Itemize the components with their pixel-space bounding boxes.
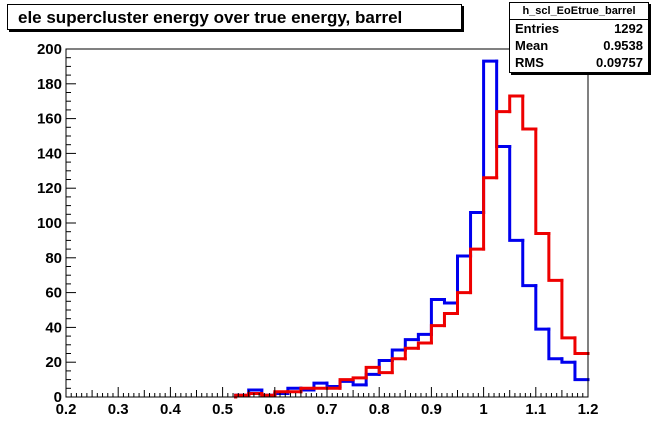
- histogram-bin: [534, 284, 551, 331]
- chart-title: ele supercluster energy over true energy…: [7, 4, 462, 30]
- x-tick-label: 0.5: [212, 401, 233, 418]
- y-tick-label: 80: [45, 250, 62, 267]
- y-tick-label: 160: [37, 111, 62, 128]
- x-tick-label: 0.6: [264, 401, 285, 418]
- plot-frame: [65, 48, 589, 398]
- histogram-bin: [377, 365, 394, 375]
- histogram-bin: [469, 247, 486, 295]
- histogram-bin: [403, 346, 420, 361]
- histogram-bin: [547, 231, 564, 282]
- histogram-bin: [508, 144, 525, 242]
- histogram-bin: [521, 238, 538, 288]
- y-tick-label: 0: [54, 389, 62, 406]
- y-tick-label: 40: [45, 319, 62, 336]
- x-tick-label: 0.2: [56, 401, 77, 418]
- histogram-bin: [390, 348, 407, 362]
- y-tick-label: 140: [37, 145, 62, 162]
- stats-rms-value: 0.09757: [596, 55, 643, 70]
- y-tick-label: 20: [45, 354, 62, 371]
- histogram-bin: [508, 94, 525, 114]
- histogram-bin: [351, 379, 368, 387]
- histogram-bin: [495, 110, 512, 180]
- histogram-series-1: [234, 94, 590, 399]
- histogram-bin: [442, 298, 459, 305]
- histogram-bin: [560, 278, 577, 340]
- x-tick-label: 0.7: [317, 401, 338, 418]
- y-tick-label: 60: [45, 285, 62, 302]
- histogram-bin: [273, 392, 290, 397]
- histogram-bin: [429, 298, 446, 336]
- x-tick-label: 1.2: [578, 401, 599, 418]
- histogram-bin: [469, 211, 486, 258]
- histogram-bin: [573, 336, 590, 355]
- stats-mean-value: 0.9538: [603, 38, 643, 53]
- histogram-bin: [534, 127, 551, 235]
- axes-layer: 0.2 0.3 0.4 0.5 0.6 0.7 0.8 0.9 1 1.1 1.2 0 20 40 60 80…: [37, 41, 598, 418]
- histogram-bin: [560, 357, 577, 364]
- histogram-bin: [442, 311, 459, 328]
- histogram-bin: [338, 378, 355, 390]
- stats-entries-label: Entries: [515, 21, 560, 36]
- histogram-bin: [573, 360, 590, 382]
- x-tick-label: 1: [479, 401, 487, 418]
- histogram-bin: [325, 381, 342, 389]
- y-tick-label: 120: [37, 180, 62, 197]
- histogram-bin: [260, 392, 277, 397]
- histogram-bin: [416, 332, 433, 342]
- histogram-bin: [390, 357, 407, 375]
- histogram-bin: [482, 59, 499, 215]
- histogram-bin: [403, 338, 420, 352]
- y-tick-label: 200: [37, 41, 62, 58]
- stats-rms-label: RMS: [515, 55, 544, 70]
- histogram-bin: [234, 393, 251, 399]
- stats-row-entries: Entries 1292: [510, 20, 648, 37]
- histogram-bin: [547, 327, 564, 361]
- y-tick-label: 180: [37, 76, 62, 93]
- histogram-bin: [429, 324, 446, 345]
- stats-box: h_scl_EoEtrue_barrel Entries 1292 Mean 0…: [509, 2, 649, 73]
- y-tick-label: 100: [37, 215, 62, 232]
- x-tick-label: 0.9: [421, 401, 442, 418]
- histogram-bin: [416, 341, 433, 350]
- histogram-bin: [482, 176, 499, 251]
- histogram-bin: [456, 291, 473, 315]
- histogram-bin: [521, 94, 538, 131]
- histogram-bin: [247, 392, 264, 397]
- stats-entries-value: 1292: [614, 21, 643, 36]
- histogram-bin: [456, 254, 473, 305]
- x-tick-label: 1.1: [525, 401, 546, 418]
- stats-row-mean: Mean 0.9538: [510, 37, 648, 54]
- histogram-series-layer: [234, 59, 590, 399]
- histogram-bin: [351, 376, 368, 382]
- histogram-bin: [364, 365, 381, 380]
- stats-histogram-name: h_scl_EoEtrue_barrel: [510, 3, 648, 20]
- x-tick-label: 0.3: [108, 401, 129, 418]
- stats-mean-label: Mean: [515, 38, 549, 53]
- x-tick-label: 0.8: [369, 401, 390, 418]
- stats-row-rms: RMS 0.09757: [510, 54, 648, 71]
- x-tick-label: 0.4: [160, 401, 182, 418]
